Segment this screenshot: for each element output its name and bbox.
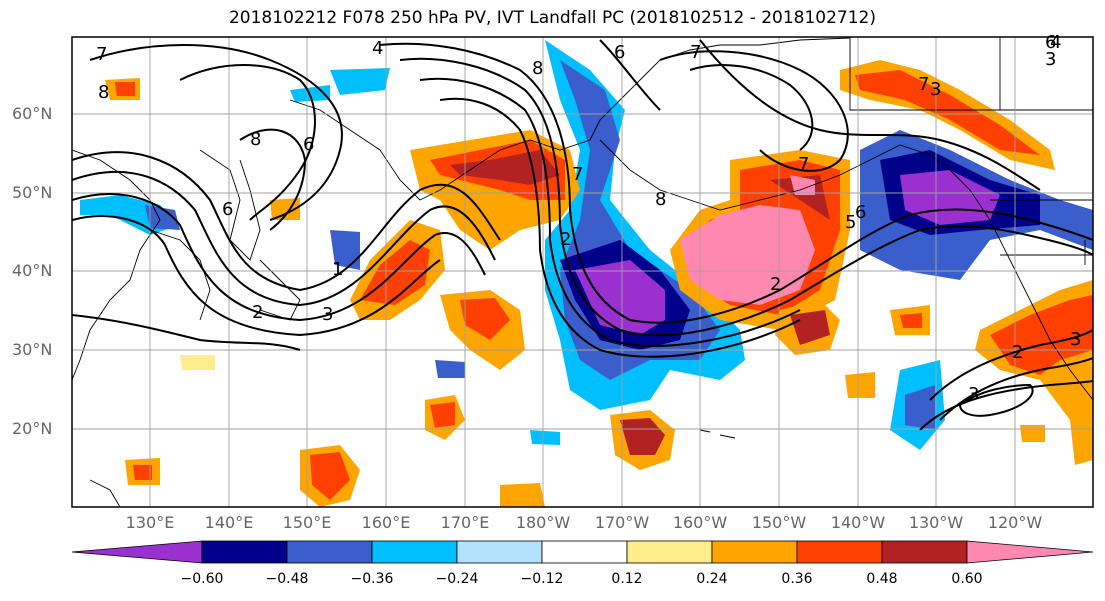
colorbar-segment bbox=[541, 540, 628, 564]
positive-anomaly-regions bbox=[105, 60, 1093, 507]
contour-label: 8 bbox=[655, 189, 666, 210]
lon-label: 150°E bbox=[282, 513, 332, 532]
coastlines bbox=[72, 37, 1093, 507]
lon-label: 120°W bbox=[987, 513, 1043, 532]
colorbar-segment bbox=[456, 540, 543, 564]
lat-label: 30°N bbox=[12, 340, 53, 359]
colorbar-segment bbox=[966, 540, 1094, 564]
contour-label: 7 bbox=[918, 74, 929, 95]
lat-label: 40°N bbox=[12, 261, 53, 280]
colorbar-tick-label: 0.36 bbox=[781, 571, 813, 587]
contour-label: 2 bbox=[770, 274, 781, 295]
colorbar-segment bbox=[796, 540, 883, 564]
map-frame bbox=[71, 36, 1094, 508]
colorbar-tick-label: −0.36 bbox=[350, 571, 394, 587]
contour-label: 6 bbox=[1045, 32, 1056, 53]
colorbar-segment bbox=[881, 540, 968, 564]
contour-label: 3 bbox=[322, 304, 333, 325]
colorbar-segment bbox=[201, 540, 288, 564]
colorbar-segment bbox=[626, 540, 713, 564]
pv-contours bbox=[72, 39, 1093, 431]
lon-label: 160°E bbox=[361, 513, 411, 532]
colorbar-tick-label: 0.12 bbox=[611, 571, 643, 587]
contour-label: 6 bbox=[222, 199, 233, 220]
colorbar-tick-label: −0.12 bbox=[520, 571, 564, 587]
colorbar-segment bbox=[371, 540, 458, 564]
contour-label: 2 bbox=[1012, 342, 1023, 363]
colorbar-tick-label: −0.60 bbox=[180, 571, 224, 587]
contour-label: 3 bbox=[930, 79, 941, 100]
lon-label: 140°W bbox=[830, 513, 886, 532]
contour-label: 4 bbox=[1050, 32, 1061, 53]
colorbar-segment bbox=[711, 540, 798, 564]
lat-label: 60°N bbox=[12, 104, 53, 123]
lat-label: 20°N bbox=[12, 419, 53, 438]
contour-label: 4 bbox=[372, 38, 383, 59]
contour-label: 6 bbox=[855, 202, 866, 223]
contour-label: 3 bbox=[1045, 49, 1056, 70]
contour-label: 6 bbox=[614, 42, 625, 63]
colorbar bbox=[71, 540, 1094, 564]
contour-label: 7 bbox=[96, 44, 107, 65]
contour-label: 8 bbox=[532, 58, 543, 79]
contour-label: 6 bbox=[303, 134, 314, 155]
contour-label: 3 bbox=[1070, 329, 1081, 350]
contour-label-group: 7 4 6 8 7 6 8 6 8 7 2 3 8 7 2 1 3 6 7 2 … bbox=[96, 32, 1081, 405]
contour-label: 8 bbox=[250, 129, 261, 150]
gridlines bbox=[72, 37, 1093, 507]
colorbar-tick-label: 0.48 bbox=[866, 571, 898, 587]
lon-label: 130°E bbox=[125, 513, 175, 532]
contour-label: 2 bbox=[252, 302, 263, 323]
map-title: 2018102212 F078 250 hPa PV, IVT Landfall… bbox=[228, 8, 876, 28]
lon-label: 170°W bbox=[594, 513, 650, 532]
contour-label: 3 bbox=[968, 384, 979, 405]
lon-label: 140°E bbox=[204, 513, 254, 532]
lon-label: 160°W bbox=[672, 513, 728, 532]
contour-label: 7 bbox=[798, 154, 809, 175]
lon-label: 180°W bbox=[515, 513, 571, 532]
contour-label: 5 bbox=[845, 212, 856, 233]
lon-label: 130°W bbox=[908, 513, 964, 532]
colorbar-tick-label: −0.48 bbox=[265, 571, 309, 587]
contour-label: 7 bbox=[690, 42, 701, 63]
colorbar-tick-label: 0.24 bbox=[696, 571, 728, 587]
lon-label: 150°W bbox=[751, 513, 807, 532]
contour-label: 1 bbox=[332, 259, 343, 280]
contour-label: 2 bbox=[560, 229, 571, 250]
colorbar-segment bbox=[71, 540, 203, 564]
lat-label: 50°N bbox=[12, 183, 53, 202]
lon-label: 170°E bbox=[440, 513, 490, 532]
contour-label: 8 bbox=[98, 82, 109, 103]
colorbar-segment bbox=[286, 540, 373, 564]
colorbar-tick-label: −0.24 bbox=[435, 571, 479, 587]
contour-label: 7 bbox=[572, 164, 583, 185]
colorbar-tick-label: 0.60 bbox=[951, 571, 983, 587]
